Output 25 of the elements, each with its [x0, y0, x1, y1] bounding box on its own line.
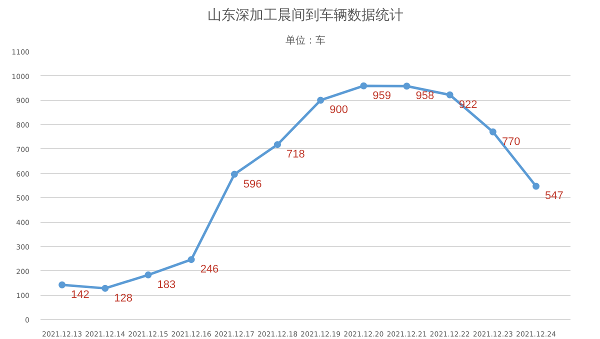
point: [446, 91, 454, 98]
point: [188, 256, 195, 264]
point: [144, 271, 152, 278]
chart-subtitle: 单位：车: [286, 34, 326, 46]
point: [230, 170, 238, 178]
chart-title: 山东深加工晨间到车辆数据统计: [208, 8, 404, 24]
data-label: 142: [71, 288, 90, 301]
data-label: 718: [286, 148, 305, 161]
data-label: 596: [243, 178, 262, 190]
data-label: 770: [502, 136, 520, 148]
point: [403, 82, 410, 90]
point: [58, 281, 66, 288]
point: [489, 128, 496, 136]
point: [360, 82, 368, 90]
point: [317, 96, 324, 104]
point: [274, 141, 281, 148]
data-label: 547: [545, 190, 564, 202]
point: [102, 284, 109, 292]
data-label: 128: [114, 292, 132, 304]
data-label: 183: [157, 278, 176, 291]
data-label: 958: [416, 90, 434, 102]
data-label: 246: [200, 264, 219, 276]
data-label: 959: [372, 90, 392, 102]
data-label: 900: [330, 104, 348, 116]
point: [532, 182, 540, 190]
